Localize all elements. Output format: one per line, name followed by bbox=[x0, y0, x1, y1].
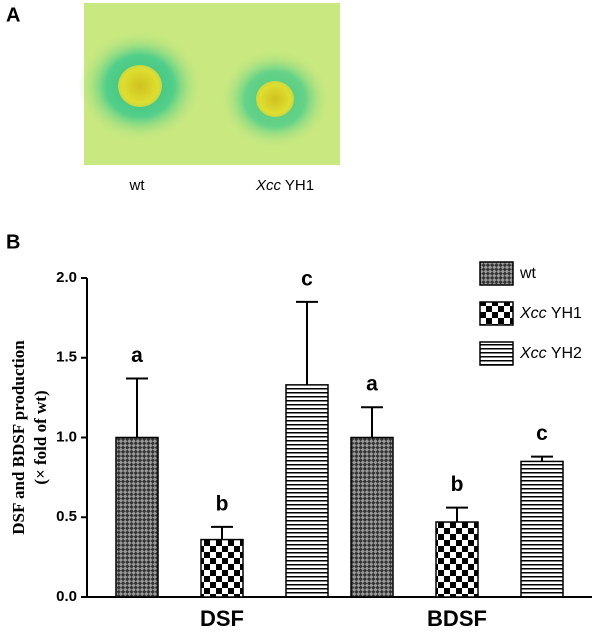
bar bbox=[200, 538, 244, 598]
significance-label: c bbox=[301, 267, 313, 290]
error-bar bbox=[446, 506, 468, 523]
bar-chart: DSF and BDSF production (× fold of wt) 0.0… bbox=[9, 261, 592, 631]
bar bbox=[520, 460, 564, 598]
y-tick-label: 2.0 bbox=[56, 269, 77, 286]
bar bbox=[285, 384, 329, 598]
y-axis-label: (× fold of wt) bbox=[31, 390, 50, 484]
plate-image bbox=[78, 3, 340, 165]
y-tick-label: 1.0 bbox=[56, 428, 77, 445]
error-bar bbox=[361, 406, 383, 438]
legend-swatch bbox=[479, 341, 514, 366]
x-tick-label: DSF bbox=[200, 606, 244, 631]
bar bbox=[115, 436, 159, 598]
y-tick-label: 0.0 bbox=[56, 588, 77, 605]
error-bar bbox=[296, 300, 318, 385]
legend-label: Xcc YH2 bbox=[519, 345, 582, 362]
error-bar bbox=[126, 377, 148, 438]
significance-label: b bbox=[216, 492, 229, 515]
legend-swatch bbox=[479, 261, 514, 286]
sample-label: Xcc YH1 bbox=[255, 177, 314, 194]
sample-label: wt bbox=[129, 177, 146, 194]
legend-label: Xcc YH1 bbox=[519, 305, 582, 322]
x-tick-label: BDSF bbox=[427, 606, 487, 631]
y-tick-label: 1.5 bbox=[56, 349, 77, 366]
legend-label: wt bbox=[519, 265, 537, 282]
panel-label: B bbox=[6, 231, 20, 253]
y-tick-label: 0.5 bbox=[56, 508, 77, 525]
significance-label: c bbox=[536, 422, 548, 445]
bar bbox=[350, 436, 394, 598]
significance-label: b bbox=[451, 473, 464, 496]
panel-label: A bbox=[6, 4, 20, 26]
bar bbox=[435, 521, 479, 598]
error-bar bbox=[211, 525, 233, 540]
significance-label: a bbox=[131, 344, 143, 367]
legend-swatch bbox=[479, 301, 514, 326]
significance-label: a bbox=[366, 373, 378, 396]
error-bar bbox=[531, 455, 553, 462]
y-axis-label: DSF and BDSF production bbox=[9, 340, 28, 535]
